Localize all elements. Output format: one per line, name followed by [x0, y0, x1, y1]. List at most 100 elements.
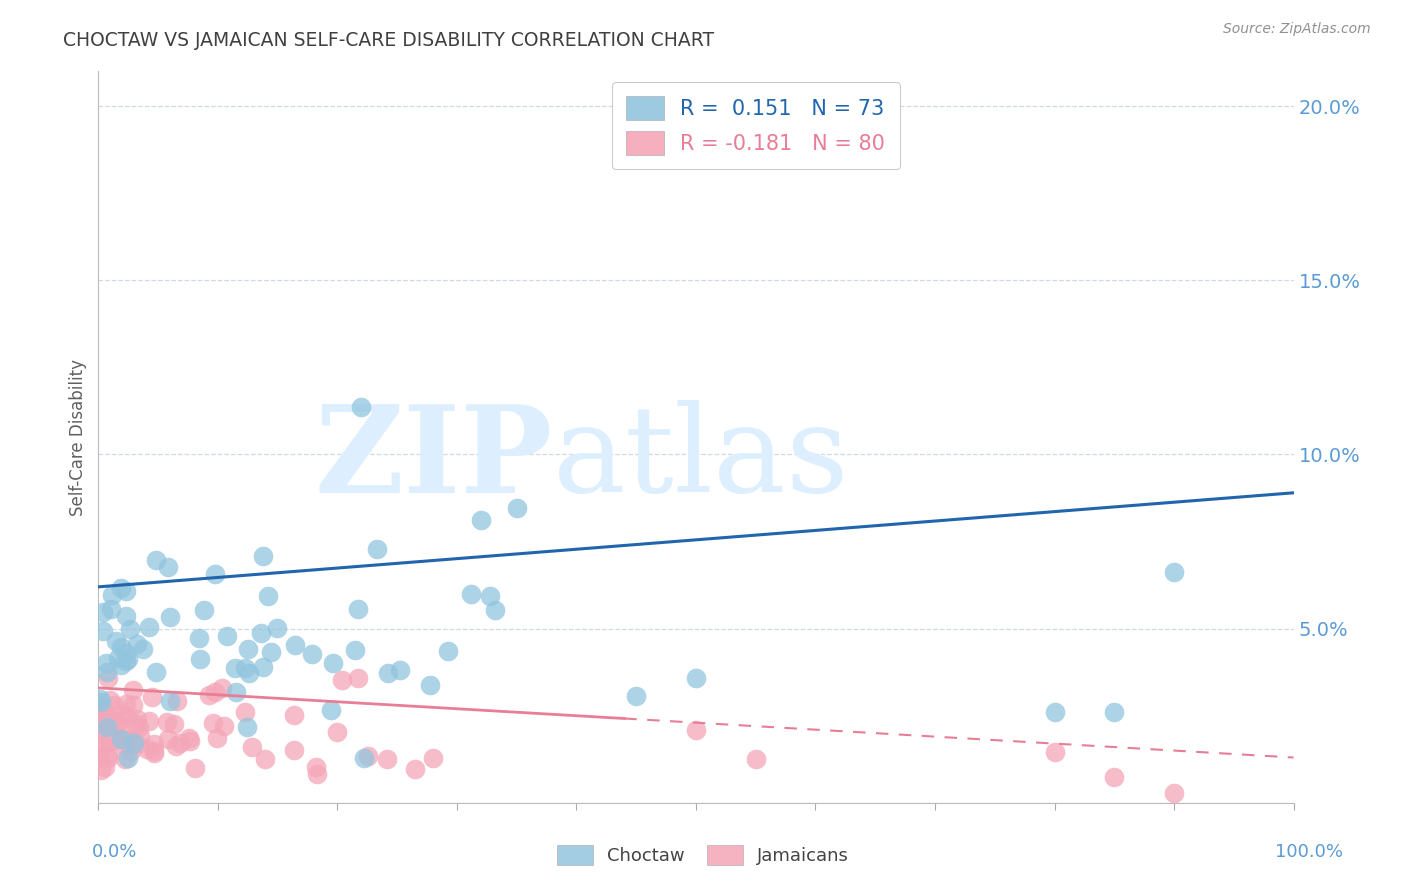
- Point: [404, 744, 426, 758]
- Point: [124, 674, 146, 689]
- Point: [357, 723, 380, 738]
- Point: [120, 716, 142, 731]
- Point: [284, 553, 307, 567]
- Point: [240, 710, 263, 724]
- Point: [322, 580, 344, 594]
- Point: [91, 668, 114, 682]
- Point: [484, 500, 506, 514]
- Point: [125, 705, 148, 719]
- Point: [110, 556, 132, 570]
- Point: [212, 677, 235, 691]
- Point: [204, 443, 226, 458]
- Point: [125, 667, 148, 681]
- Point: [112, 706, 135, 721]
- Point: [115, 470, 138, 484]
- Point: [138, 526, 160, 541]
- Point: [347, 604, 370, 618]
- Point: [1104, 756, 1126, 770]
- Point: [260, 564, 283, 578]
- Point: [301, 566, 323, 581]
- Point: [141, 633, 163, 648]
- Point: [1163, 780, 1185, 795]
- Point: [257, 477, 280, 491]
- Point: [252, 417, 274, 431]
- Point: [89, 704, 111, 718]
- Point: [89, 645, 111, 659]
- Point: [366, 406, 388, 420]
- Point: [156, 671, 179, 685]
- Point: [127, 550, 149, 565]
- Point: [117, 726, 139, 740]
- Point: [252, 587, 274, 601]
- Point: [187, 542, 209, 557]
- Point: [122, 704, 145, 718]
- Point: [506, 343, 529, 357]
- Point: [159, 639, 181, 653]
- Point: [138, 669, 160, 683]
- Point: [460, 475, 482, 489]
- Point: [145, 594, 167, 608]
- Point: [98, 703, 121, 717]
- Point: [319, 653, 342, 667]
- Point: [115, 700, 138, 714]
- Point: [145, 422, 167, 436]
- Point: [436, 562, 458, 576]
- Point: [90, 675, 112, 690]
- Point: [90, 745, 112, 759]
- Point: [188, 575, 211, 590]
- Point: [266, 527, 288, 541]
- Point: [135, 713, 157, 727]
- Point: [96, 595, 118, 609]
- Point: [250, 535, 273, 549]
- Point: [233, 588, 256, 602]
- Point: [377, 596, 399, 610]
- Point: [93, 707, 115, 722]
- Text: 100.0%: 100.0%: [1275, 843, 1343, 861]
- Point: [202, 673, 225, 688]
- Point: [304, 740, 326, 755]
- Point: [89, 682, 111, 697]
- Point: [350, 186, 373, 201]
- Point: [217, 539, 239, 553]
- Point: [685, 683, 707, 698]
- Point: [389, 591, 412, 605]
- Point: [626, 631, 648, 645]
- Point: [114, 643, 136, 657]
- Point: [120, 528, 142, 542]
- Point: [238, 559, 260, 574]
- Point: [97, 604, 120, 618]
- Point: [91, 503, 114, 517]
- Point: [104, 674, 127, 689]
- Point: [207, 696, 229, 710]
- Point: [111, 687, 134, 701]
- Point: [110, 697, 132, 711]
- Point: [169, 703, 191, 717]
- Point: [1163, 441, 1185, 455]
- Legend: R =  0.151   N = 73, R = -0.181   N = 80: R = 0.151 N = 73, R = -0.181 N = 80: [612, 82, 900, 169]
- Point: [166, 640, 188, 654]
- Point: [96, 679, 118, 693]
- Point: [117, 574, 139, 589]
- Point: [479, 477, 502, 491]
- Point: [238, 596, 260, 610]
- Point: [97, 727, 120, 741]
- Point: [107, 574, 129, 588]
- Point: [94, 581, 117, 595]
- Point: [97, 722, 120, 736]
- Point: [93, 532, 115, 546]
- Point: [131, 559, 153, 574]
- Point: [115, 663, 138, 677]
- Point: [89, 725, 111, 739]
- Point: [422, 726, 444, 740]
- Point: [179, 701, 201, 715]
- Point: [94, 740, 117, 755]
- Point: [157, 434, 180, 448]
- Point: [233, 657, 256, 671]
- Point: [685, 604, 707, 618]
- Point: [114, 728, 136, 742]
- Point: [107, 671, 129, 685]
- Point: [90, 640, 112, 654]
- Text: atlas: atlas: [553, 401, 849, 517]
- Point: [143, 705, 166, 719]
- Point: [198, 630, 221, 644]
